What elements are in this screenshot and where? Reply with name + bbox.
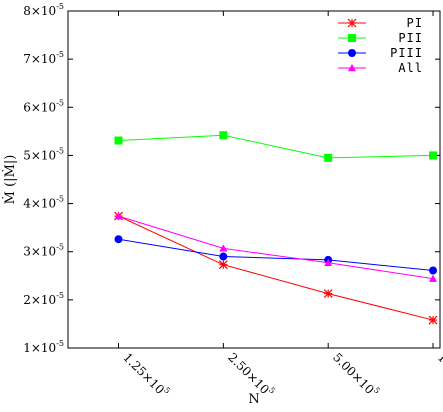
y-tick-label: 8×10-5 [23,2,64,18]
data-point-pii [114,136,123,145]
series-line-all [118,215,434,280]
legend-label-all: All [398,61,423,75]
x-tick-label-group: 5.00×105 [330,349,382,401]
series-line-pi [118,215,434,321]
data-point-all [219,244,228,252]
series-piii [114,235,438,275]
legend-marker-all [348,64,356,72]
x-axis-title: N [248,392,259,407]
legend-marker-pii [348,34,356,42]
x-tick-label: 1.00×106 [435,349,443,401]
x-tick-label-group: 1.00×106 [435,349,443,401]
x-tick-label: 1.25×105 [120,349,172,401]
series-all [114,212,438,282]
series-line-piii [118,238,434,271]
legend-label-pii: PII [398,31,423,45]
data-point-all [324,258,333,266]
y-tick-label: 5×10-5 [23,146,64,162]
data-point-pii [219,131,228,140]
y-tick-label: 2×10-5 [23,291,64,307]
data-point-piii [114,235,123,244]
data-point-all [114,212,123,220]
data-point-piii [219,252,228,261]
y-tick-label: 3×10-5 [23,243,64,259]
y-tick-label: 6×10-5 [23,98,64,114]
data-point-pi [323,289,333,299]
data-point-pi [218,260,228,270]
y-axis-title: Ṁ (|Ṁ|) [1,155,18,205]
legend-label-piii: PIII [390,46,423,60]
legend-label-pi: PI [407,16,423,30]
y-tick-label: 4×10-5 [23,195,64,211]
y-tick-label: 7×10-5 [23,50,64,66]
legend-marker-piii [348,49,356,57]
x-tick-label-group: 1.25×105 [120,349,172,401]
series-pii [114,131,438,162]
x-tick-label: 5.00×105 [330,349,382,401]
data-point-pii [324,153,333,162]
plot-frame [67,10,441,349]
data-point-all [429,274,438,282]
data-point-pii [429,151,438,160]
series-pi [114,211,438,325]
y-tick-label: 1×10-5 [23,339,64,355]
data-point-pi [428,315,438,325]
data-point-piii [429,266,438,275]
series-line-pii [118,134,434,159]
legend-marker-pi [347,18,357,28]
